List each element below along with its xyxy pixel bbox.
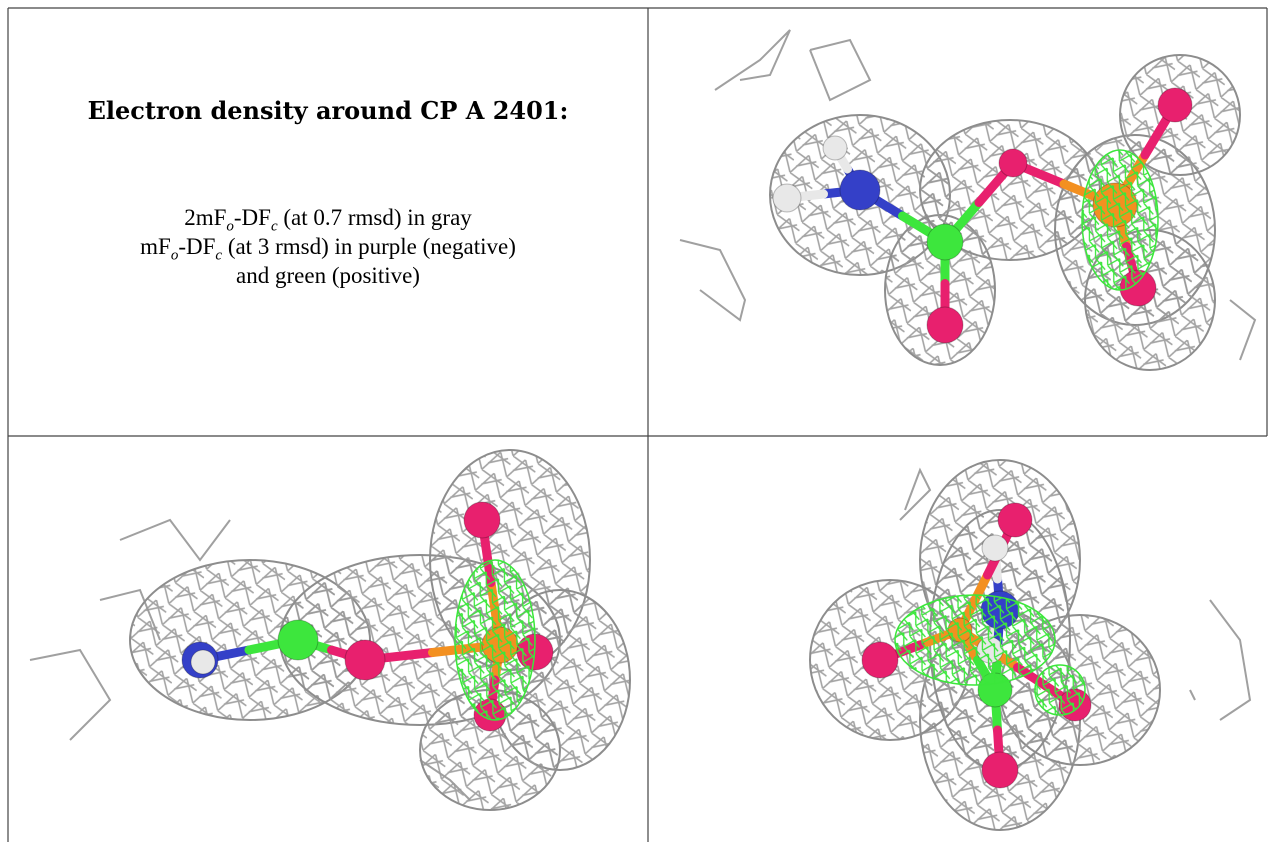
density-fragment [1230, 300, 1255, 360]
figure-art [0, 0, 1275, 842]
atom [927, 307, 963, 343]
density-fragment [715, 30, 790, 90]
difference-mesh [1035, 665, 1085, 715]
density-fragment [1210, 600, 1250, 720]
atom [927, 224, 963, 260]
atom [998, 503, 1032, 537]
density-fragment [900, 470, 930, 520]
atom [773, 184, 801, 212]
text: -DF [234, 205, 271, 230]
text: mF [140, 234, 171, 259]
atom [999, 149, 1027, 177]
caption-line: and green (positive) [8, 261, 648, 290]
density-fragment [680, 240, 745, 320]
text: (at 0.7 rmsd) in gray [278, 205, 472, 230]
atom [278, 620, 318, 660]
text: -DF [178, 234, 215, 259]
atom [862, 642, 898, 678]
density-fragment [30, 650, 110, 740]
text: (at 3 rmsd) in purple (negative) [222, 234, 516, 259]
difference-mesh [895, 595, 1055, 685]
density-fragment [810, 40, 870, 100]
density-fragment [1190, 690, 1195, 700]
atom [345, 640, 385, 680]
atom [982, 535, 1008, 561]
atom [840, 170, 880, 210]
text: 2mF [184, 205, 226, 230]
atom [823, 136, 847, 160]
figure: Electron density around CP A 2401: 2mFo-… [0, 0, 1275, 842]
difference-mesh [1082, 150, 1158, 290]
atom [982, 752, 1018, 788]
atom [191, 650, 215, 674]
atom [1158, 88, 1192, 122]
caption-title: Electron density around CP A 2401: [8, 96, 648, 125]
atom [464, 502, 500, 538]
difference-mesh [455, 560, 535, 720]
density-fragment [120, 520, 230, 560]
